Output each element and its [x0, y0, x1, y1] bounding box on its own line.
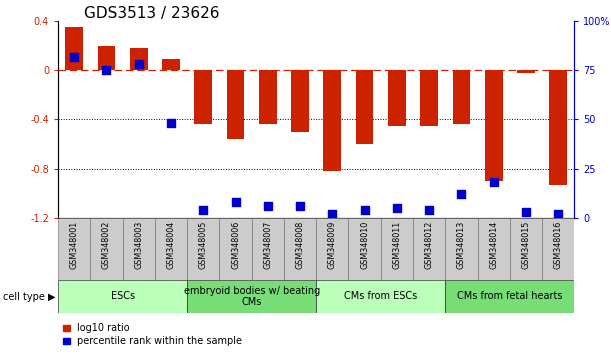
Point: [392, 205, 402, 211]
Bar: [252, 218, 284, 280]
Text: GSM348009: GSM348009: [328, 221, 337, 269]
Bar: [123, 218, 155, 280]
Text: GSM348016: GSM348016: [554, 221, 563, 269]
Bar: [445, 280, 574, 313]
Text: ESCs: ESCs: [111, 291, 134, 302]
Bar: [381, 218, 413, 280]
Text: GSM348015: GSM348015: [521, 221, 530, 269]
Text: GSM348006: GSM348006: [231, 221, 240, 269]
Text: GSM348008: GSM348008: [296, 221, 304, 269]
Bar: [58, 218, 90, 280]
Text: GSM348005: GSM348005: [199, 221, 208, 269]
Text: GSM348004: GSM348004: [166, 221, 175, 269]
Point: [327, 211, 337, 217]
Legend: log10 ratio, percentile rank within the sample: log10 ratio, percentile rank within the …: [63, 324, 243, 346]
Text: GSM348003: GSM348003: [134, 221, 143, 269]
Point: [424, 207, 434, 213]
Bar: [316, 280, 445, 313]
Point: [230, 199, 240, 205]
Point: [263, 203, 273, 209]
Bar: [478, 218, 510, 280]
Bar: [316, 218, 348, 280]
Text: GSM348001: GSM348001: [70, 221, 79, 269]
Bar: [58, 280, 187, 313]
Point: [134, 62, 144, 67]
Text: embryoid bodies w/ beating
CMs: embryoid bodies w/ beating CMs: [183, 286, 320, 307]
Bar: [155, 218, 187, 280]
Bar: [98, 46, 115, 70]
Text: cell type ▶: cell type ▶: [3, 292, 56, 302]
Bar: [227, 70, 244, 139]
Bar: [323, 70, 341, 171]
Bar: [90, 218, 123, 280]
Bar: [420, 70, 438, 126]
Bar: [259, 70, 277, 124]
Point: [295, 203, 305, 209]
Text: GSM348012: GSM348012: [425, 221, 434, 269]
Text: GSM348002: GSM348002: [102, 221, 111, 269]
Bar: [445, 218, 478, 280]
Point: [360, 207, 370, 213]
Bar: [162, 59, 180, 70]
Bar: [187, 280, 316, 313]
Text: GSM348007: GSM348007: [263, 221, 273, 269]
Bar: [65, 27, 83, 70]
Bar: [453, 70, 470, 124]
Point: [521, 209, 531, 215]
Bar: [356, 70, 373, 144]
Bar: [510, 218, 542, 280]
Bar: [219, 218, 252, 280]
Point: [199, 207, 208, 213]
Text: GSM348013: GSM348013: [457, 221, 466, 269]
Bar: [413, 218, 445, 280]
Bar: [485, 70, 502, 181]
Point: [101, 68, 111, 73]
Text: CMs from ESCs: CMs from ESCs: [344, 291, 417, 302]
Point: [166, 121, 176, 126]
Bar: [517, 70, 535, 73]
Point: [554, 211, 563, 217]
Bar: [549, 70, 567, 184]
Bar: [291, 70, 309, 132]
Bar: [284, 218, 316, 280]
Point: [69, 54, 79, 59]
Text: CMs from fetal hearts: CMs from fetal hearts: [457, 291, 563, 302]
Text: GSM348011: GSM348011: [392, 221, 401, 269]
Bar: [542, 218, 574, 280]
Point: [489, 179, 499, 185]
Bar: [130, 48, 148, 70]
Bar: [194, 70, 212, 124]
Text: GSM348010: GSM348010: [360, 221, 369, 269]
Bar: [187, 218, 219, 280]
Point: [456, 191, 466, 197]
Bar: [348, 218, 381, 280]
Bar: [388, 70, 406, 126]
Text: GDS3513 / 23626: GDS3513 / 23626: [84, 6, 219, 21]
Text: GSM348014: GSM348014: [489, 221, 498, 269]
